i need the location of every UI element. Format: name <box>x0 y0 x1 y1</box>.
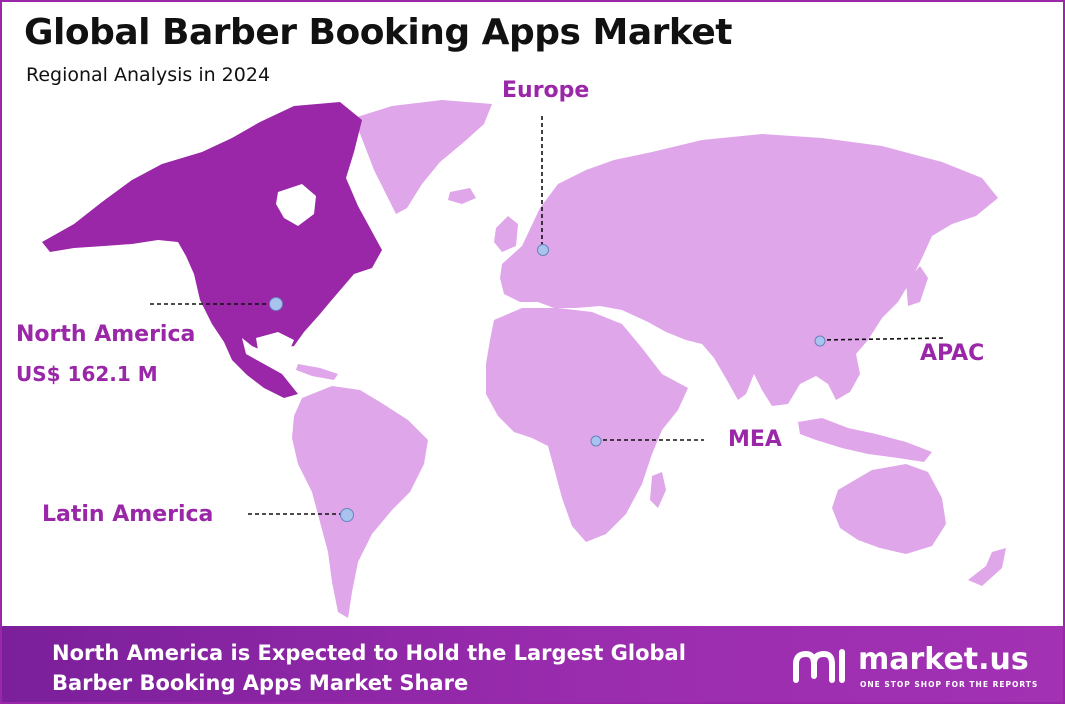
mea-marker <box>590 435 602 447</box>
map-indonesia <box>798 418 932 462</box>
brand-logo-block[interactable]: market.us ONE STOP SHOP FOR THE REPORTS <box>792 640 1052 694</box>
map-madagascar <box>650 472 666 508</box>
map-greenland <box>354 100 492 214</box>
mea-label: MEA <box>728 427 782 452</box>
latin-america-label: Latin America <box>42 502 214 527</box>
map-japan <box>906 266 928 306</box>
europe-marker <box>537 244 549 256</box>
map-new-zealand <box>968 548 1006 586</box>
map-north-america <box>42 102 382 398</box>
footer-line-1: North America is Expected to Hold the La… <box>52 641 686 665</box>
map-eurasia <box>500 134 998 406</box>
north-america-value: US$ 162.1 M <box>16 362 158 386</box>
map-south-america <box>292 386 428 618</box>
footer-banner: North America is Expected to Hold the La… <box>2 626 1063 702</box>
map-hudson-bay <box>276 184 316 226</box>
market-us-logo-icon <box>793 649 845 683</box>
footer-line-2: Barber Booking Apps Market Share <box>52 671 469 695</box>
apac-label: APAC <box>920 341 985 366</box>
north-america-label: North America <box>16 322 196 347</box>
page-title: Global Barber Booking Apps Market <box>24 12 732 53</box>
page-subtitle: Regional Analysis in 2024 <box>26 64 271 86</box>
brand-name: market.us <box>858 642 1029 677</box>
apac-leader-line <box>819 337 947 341</box>
latin-america-marker <box>340 508 354 522</box>
europe-label: Europe <box>502 78 590 103</box>
map-british-isles <box>494 216 518 252</box>
footer-statement: North America is Expected to Hold the La… <box>52 638 752 698</box>
apac-marker <box>814 335 826 347</box>
map-australia <box>832 464 946 554</box>
north-america-marker <box>269 297 283 311</box>
map-gulf-of-mexico <box>256 332 294 358</box>
brand-tagline: ONE STOP SHOP FOR THE REPORTS <box>860 680 1039 689</box>
map-caribbean <box>296 364 338 380</box>
map-iceland <box>448 188 476 204</box>
map-africa <box>486 308 688 542</box>
